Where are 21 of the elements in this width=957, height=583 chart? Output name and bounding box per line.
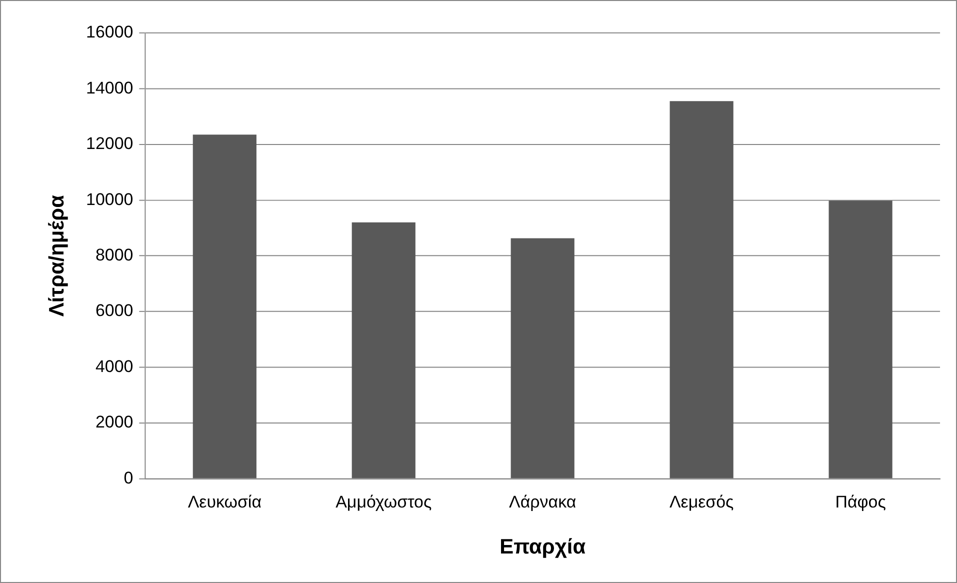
x-tick-label: Λεμεσός	[669, 492, 734, 512]
y-tick-label: 10000	[86, 190, 134, 209]
y-tick-label: 0	[124, 468, 134, 488]
y-axis-title: Λίτρα/ημέρα	[45, 194, 68, 317]
y-tick-label: 16000	[86, 22, 134, 42]
y-tick-label: 12000	[86, 134, 134, 154]
x-tick-label: Λάρνακα	[509, 492, 576, 512]
x-axis-title: Επαρχία	[500, 535, 586, 558]
bar	[670, 101, 734, 478]
y-tick-label: 2000	[95, 412, 134, 432]
x-tick-label: Πάφος	[835, 492, 886, 512]
bar	[192, 134, 256, 478]
bar	[510, 238, 574, 478]
bar	[828, 200, 892, 478]
y-tick-label: 8000	[95, 246, 134, 264]
bar	[352, 222, 416, 478]
y-tick-label: 6000	[95, 301, 134, 320]
x-tick-label: Λευκωσία	[188, 492, 262, 512]
x-tick-label: Αμμόχωστος	[336, 492, 432, 512]
y-tick-label: 4000	[95, 356, 134, 376]
y-tick-label: 14000	[86, 78, 134, 98]
